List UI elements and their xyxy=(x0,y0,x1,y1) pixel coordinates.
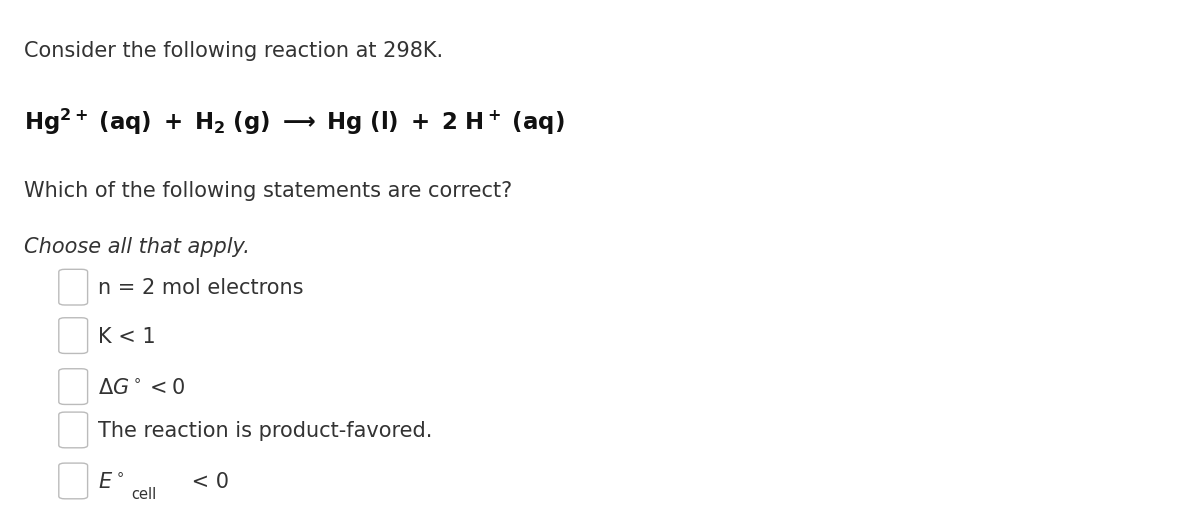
FancyBboxPatch shape xyxy=(59,369,88,405)
Text: $E^\circ$: $E^\circ$ xyxy=(98,471,125,491)
Text: Which of the following statements are correct?: Which of the following statements are co… xyxy=(24,181,512,201)
Text: $\bf{Hg^{2+}\ (aq)\ +\ H_2\ (g)\ \longrightarrow\ Hg\ (l)\ +\ 2\ H^+\ (aq)}$: $\bf{Hg^{2+}\ (aq)\ +\ H_2\ (g)\ \longri… xyxy=(24,107,564,137)
Text: Consider the following reaction at 298K.: Consider the following reaction at 298K. xyxy=(24,41,443,61)
Text: The reaction is product-favored.: The reaction is product-favored. xyxy=(98,420,433,440)
FancyBboxPatch shape xyxy=(59,270,88,305)
Text: K < 1: K < 1 xyxy=(98,326,156,346)
FancyBboxPatch shape xyxy=(59,463,88,499)
Text: Choose all that apply.: Choose all that apply. xyxy=(24,237,250,257)
Text: cell: cell xyxy=(131,486,156,501)
FancyBboxPatch shape xyxy=(59,412,88,448)
Text: n = 2 mol electrons: n = 2 mol electrons xyxy=(98,277,304,298)
Text: $\Delta G^\circ < 0$: $\Delta G^\circ < 0$ xyxy=(98,377,185,397)
FancyBboxPatch shape xyxy=(59,318,88,354)
Text: < 0: < 0 xyxy=(185,471,229,491)
